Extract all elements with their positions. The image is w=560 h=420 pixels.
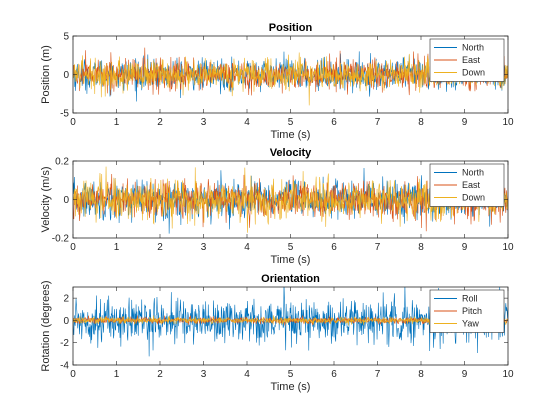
y-axis-label: Position (m) [40, 45, 52, 104]
y-axis-label: Rotation (degrees) [40, 280, 52, 371]
y-tick-label: -5 [60, 109, 69, 120]
y-tick-label: -4 [60, 361, 69, 372]
x-tick-label: 2 [157, 117, 163, 128]
x-tick-label: 2 [157, 369, 163, 380]
x-tick-label: 5 [288, 369, 294, 380]
x-tick-label: 5 [288, 117, 294, 128]
y-axis-label: Velocity (m/s) [40, 166, 52, 232]
legend-label-pitch: Pitch [462, 306, 482, 316]
x-tick-label: 8 [418, 242, 424, 253]
y-tick-label: 0 [63, 316, 69, 327]
legend-label-east: East [462, 180, 481, 190]
tick-layer: 0 1 2 3 4 5 6 7 8 9 10-505 [60, 32, 514, 129]
x-tick-label: 5 [288, 242, 294, 253]
y-tick-label: 0.2 [55, 157, 69, 168]
x-tick-label: 10 [502, 117, 514, 128]
x-tick-label: 9 [462, 369, 468, 380]
legend-label-north: North [462, 168, 484, 178]
x-axis-label: Time (s) [271, 254, 311, 266]
x-tick-label: 7 [375, 242, 381, 253]
subplot-position: 0 1 2 3 4 5 6 7 8 9 10-505 Position Time (s) Posit… [40, 22, 514, 141]
x-tick-label: 6 [331, 242, 337, 253]
tick-layer: 0 1 2 3 4 5 6 7 8 9 10 -4 -2 0 2 [60, 287, 514, 380]
y-tick-label: 0 [63, 70, 69, 81]
x-tick-label: 7 [375, 117, 381, 128]
legend-label-roll: Roll [462, 294, 478, 304]
x-tick-label: 0 [70, 117, 76, 128]
tick-layer: 0 1 2 3 4 5 6 7 8 9 10-0.200.2 [52, 157, 514, 254]
legend: Roll Pitch Yaw [429, 289, 505, 333]
legend-label-north: North [462, 43, 484, 53]
x-tick-label: 1 [114, 117, 120, 128]
legend-label-down: Down [462, 193, 485, 203]
x-tick-label: 10 [502, 369, 514, 380]
x-tick-label: 9 [462, 242, 468, 253]
x-tick-label: 4 [244, 117, 250, 128]
x-tick-label: 2 [157, 242, 163, 253]
x-tick-label: 8 [418, 369, 424, 380]
x-axis-label: Time (s) [271, 129, 311, 141]
x-tick-label: 9 [462, 117, 468, 128]
legend-label-yaw: Yaw [462, 319, 479, 329]
x-tick-label: 0 [70, 369, 76, 380]
x-tick-label: 10 [502, 242, 514, 253]
x-tick-label: 3 [201, 242, 207, 253]
x-tick-label: 3 [201, 369, 207, 380]
legend-label-east: East [462, 55, 481, 65]
x-tick-label: 7 [375, 369, 381, 380]
axis-title: Velocity [270, 147, 312, 159]
y-tick-label: -2 [60, 338, 69, 349]
subplot-velocity: 0 1 2 3 4 5 6 7 8 9 10-0.200.2 Velocity Time (s) V… [40, 147, 514, 266]
x-tick-label: 4 [244, 369, 250, 380]
x-tick-label: 1 [114, 369, 120, 380]
x-axis-label: Time (s) [271, 381, 311, 393]
x-tick-label: 0 [70, 242, 76, 253]
x-tick-label: 3 [201, 117, 207, 128]
y-tick-label: 5 [63, 32, 69, 43]
x-tick-label: 8 [418, 117, 424, 128]
legend: North East Down [429, 163, 505, 207]
y-tick-label: 2 [63, 294, 69, 305]
y-tick-label: -0.2 [52, 234, 70, 245]
y-tick-label: 0 [63, 195, 69, 206]
legend: North East Down [429, 38, 505, 82]
x-tick-label: 6 [331, 369, 337, 380]
legend-label-down: Down [462, 68, 485, 78]
x-tick-label: 1 [114, 242, 120, 253]
subplot-orientation: 0 1 2 3 4 5 6 7 8 9 10-4-202 Orientation Time (s) … [40, 273, 514, 393]
x-tick-label: 6 [331, 117, 337, 128]
axis-title: Orientation [261, 273, 320, 285]
axis-title: Position [269, 22, 313, 34]
x-tick-label: 4 [244, 242, 250, 253]
